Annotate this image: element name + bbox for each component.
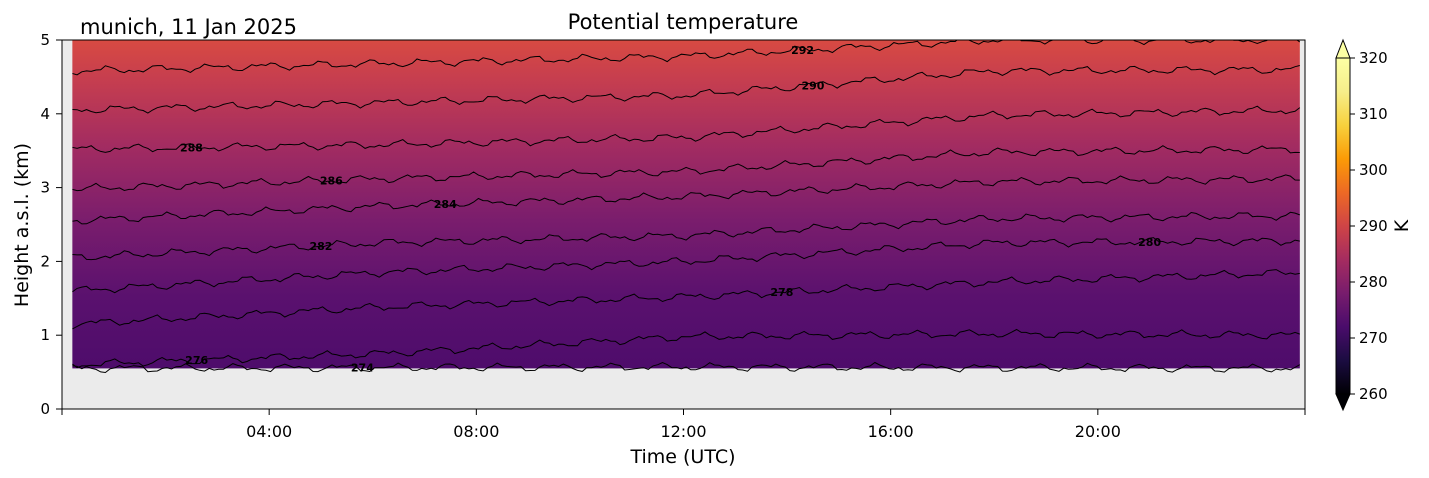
colorbar-tick-label: 290 [1359, 217, 1388, 235]
y-tick-label: 0 [40, 400, 50, 418]
contour-line-284 [72, 174, 1300, 225]
contour-label-282: 282 [309, 240, 332, 253]
y-tick-label: 3 [40, 179, 50, 197]
colorbar-tick-label: 260 [1359, 385, 1388, 403]
colorbar-tick-label: 310 [1359, 105, 1388, 123]
contour-label-278: 278 [770, 286, 793, 299]
colorbar-tick-label: 280 [1359, 273, 1388, 291]
colorbar-tick-label: 320 [1359, 49, 1388, 67]
contour-label-288: 288 [180, 142, 203, 155]
contour-label-286: 286 [320, 174, 343, 187]
x-axis-title: Time (UTC) [629, 446, 735, 468]
colorbar-extend-min-arrow [1335, 393, 1351, 412]
y-axis-ticks: 0 1 2 3 4 5 [40, 31, 62, 418]
colorbar-scale [1336, 58, 1350, 394]
potential-temperature-field [72, 40, 1300, 369]
x-tick-label: 08:00 [453, 422, 499, 441]
contour-label-276: 276 [185, 354, 208, 367]
colorbar-tick-label: 270 [1359, 329, 1388, 347]
y-tick-label: 4 [40, 105, 50, 123]
contour-label-292: 292 [791, 44, 814, 57]
colorbar-tick-label: 300 [1359, 161, 1388, 179]
y-tick-label: 2 [40, 252, 50, 270]
x-tick-label: 12:00 [660, 422, 706, 441]
x-tick-label: 20:00 [1075, 422, 1121, 441]
contour-label-284: 284 [434, 198, 457, 211]
y-axis-title: Height a.s.l. (km) [11, 143, 33, 307]
colorbar-ticks: 260 270 280 290 300 310 320 [1350, 49, 1388, 403]
contour-line-292 [72, 40, 1301, 76]
contour-line-282 [72, 211, 1300, 261]
y-tick-label: 1 [40, 326, 50, 344]
colorbar-extend-max-arrow [1335, 38, 1351, 59]
y-tick-label: 5 [40, 31, 50, 49]
x-axis-ticks: 04:00 08:00 12:00 16:00 20:00 [61, 409, 1306, 441]
contour-line-278 [72, 269, 1300, 330]
contour-line-276 [72, 328, 1300, 369]
plot-title: Potential temperature [568, 10, 799, 34]
contour-line-288 [72, 105, 1301, 153]
contour-line-290 [72, 65, 1300, 114]
colorbar-label: K [1391, 219, 1413, 232]
contour-label-290: 290 [801, 79, 824, 92]
contour-line-286 [72, 145, 1300, 192]
contour-line-274 [72, 361, 1301, 374]
x-tick-label: 04:00 [246, 422, 292, 441]
contour-line-280 [72, 237, 1300, 294]
colorbar: 260 270 280 290 300 310 320 K [1335, 38, 1413, 412]
isentrope-contours: 274 276 278 280 282 284 286 288 290 292 [72, 40, 1301, 375]
contour-label-280: 280 [1138, 236, 1161, 249]
contour-label-274: 274 [351, 362, 374, 375]
location-date-subtitle: munich, 11 Jan 2025 [80, 15, 297, 39]
x-tick-label: 16:00 [868, 422, 914, 441]
